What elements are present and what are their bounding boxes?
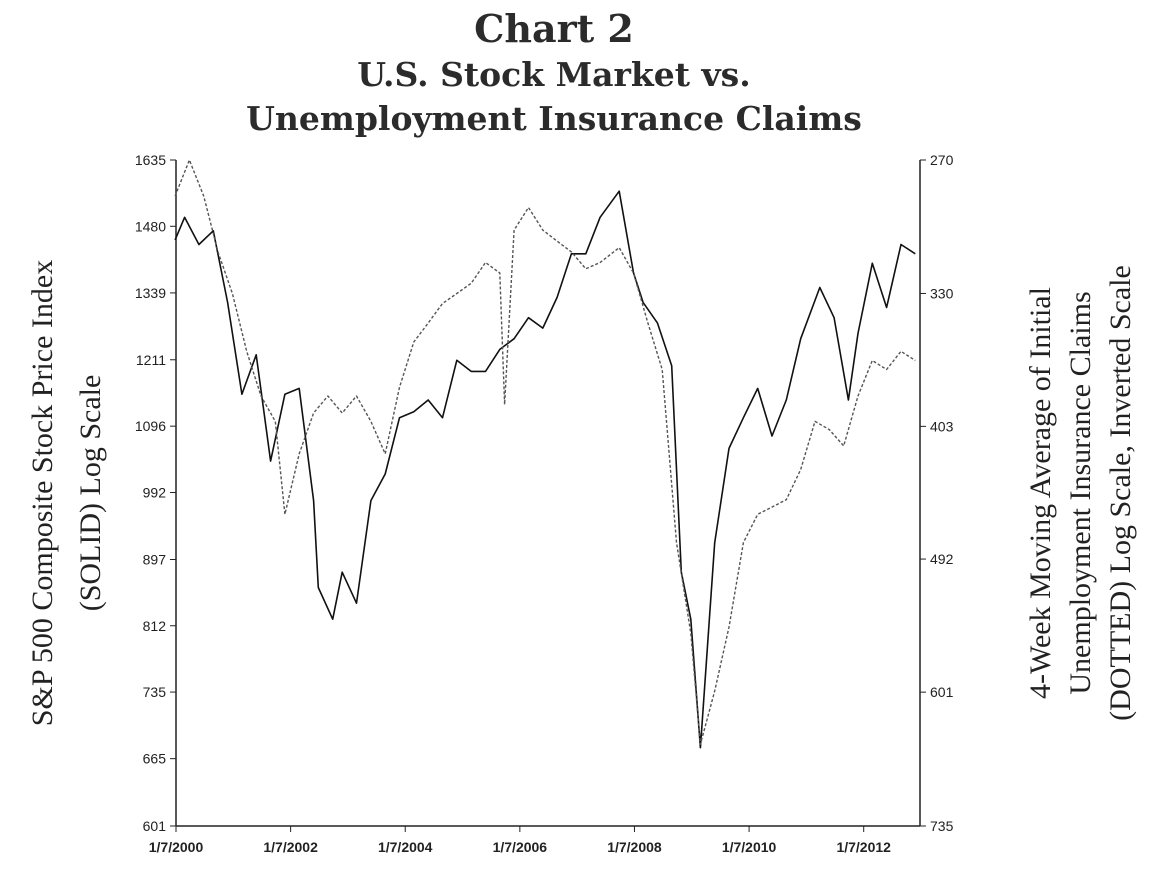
- left-y-tick-label: 1635: [135, 152, 166, 168]
- axes: [175, 160, 921, 827]
- right-y-ticks: 270 330 403 492 601 735: [920, 152, 954, 834]
- right-y-tick-label: 330: [930, 285, 954, 301]
- right-y-tick-label: 735: [930, 818, 954, 834]
- left-y-tick-label: 897: [143, 552, 167, 568]
- left-y-tick-label: 1211: [136, 352, 166, 368]
- left-y-tick-label: 735: [143, 684, 167, 700]
- left-y-tick-label: 1339: [135, 285, 166, 301]
- claims-series-line: [174, 159, 916, 745]
- left-y-ticks: 1635 1480 1339 1211 1096 992 897 812 735 665 601: [135, 152, 176, 834]
- sp500-series-line: [174, 190, 916, 749]
- x-tick-label: 1/7/2004: [378, 839, 433, 855]
- x-tick-label: 1/7/2008: [607, 839, 662, 855]
- left-y-axis-label-line-2: (SOLID) Log Scale: [74, 375, 107, 612]
- left-y-tick-label: 601: [143, 818, 167, 834]
- right-y-axis-label-line-2: Unemployment Insurance Claims: [1064, 291, 1097, 694]
- right-y-axis-label-line-1: 4-Week Moving Average of Initial: [1024, 287, 1057, 699]
- series-layer: [174, 159, 916, 749]
- right-y-tick-label: 270: [930, 152, 954, 168]
- right-y-tick-label: 601: [930, 684, 954, 700]
- x-tick-label: 1/7/2012: [836, 839, 891, 855]
- chart-subtitle-line-2: Unemployment Insurance Claims: [246, 99, 862, 138]
- right-y-tick-label: 403: [930, 418, 954, 434]
- left-y-tick-label: 665: [143, 751, 167, 767]
- left-y-tick-label: 812: [143, 618, 167, 634]
- left-y-tick-label: 1096: [135, 418, 166, 434]
- x-ticks: 1/7/2000 1/7/2002 1/7/2004 1/7/2006 1/7/2008…: [149, 826, 891, 855]
- left-y-tick-label: 1480: [135, 218, 166, 234]
- x-tick-label: 1/7/2000: [149, 839, 204, 855]
- x-tick-label: 1/7/2002: [263, 839, 318, 855]
- left-y-tick-label: 992: [143, 485, 167, 501]
- chart-title: Chart 2: [474, 6, 634, 51]
- left-y-axis-label-line-1: S&P 500 Composite Stock Price Index: [26, 260, 59, 726]
- chart-subtitle-line-1: U.S. Stock Market vs.: [357, 55, 751, 94]
- right-y-axis-label-line-3: (DOTTED) Log Scale, Inverted Scale: [1104, 265, 1137, 721]
- x-tick-label: 1/7/2010: [722, 839, 777, 855]
- x-tick-label: 1/7/2006: [493, 839, 548, 855]
- right-y-tick-label: 492: [930, 551, 954, 567]
